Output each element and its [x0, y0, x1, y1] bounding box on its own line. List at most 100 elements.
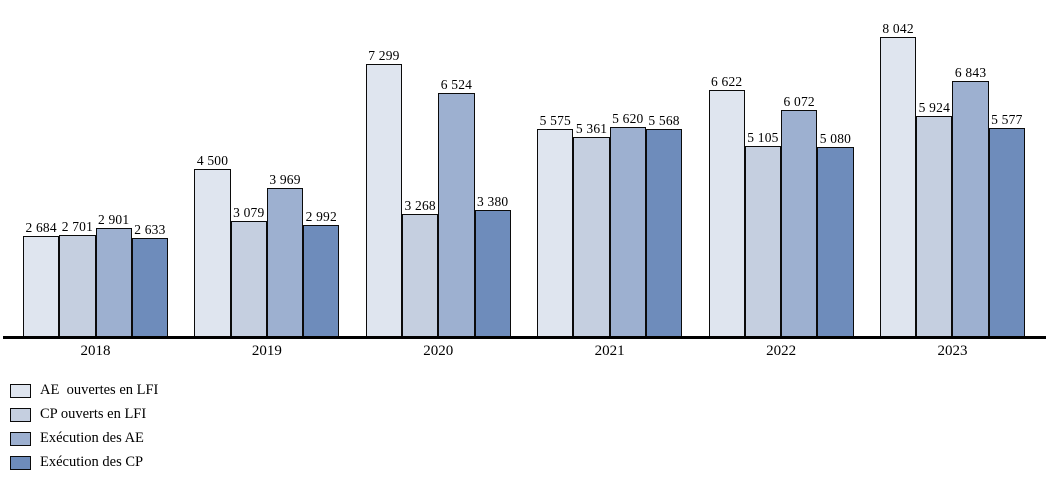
bar-wrap: 2 901 [95, 212, 132, 336]
bar-value-label: 5 575 [539, 113, 571, 128]
bar [194, 169, 231, 336]
bar-value-label: 3 268 [404, 198, 436, 213]
bar-value-label: 3 380 [476, 194, 509, 209]
bar-value-label: 2 684 [25, 220, 57, 235]
legend-swatch-icon [10, 455, 31, 470]
bar-value-label: 5 105 [747, 130, 779, 145]
bar-wrap: 5 575 [537, 113, 574, 336]
bar-group-2019: 4 500 3 079 3 969 2 992 [194, 0, 340, 336]
bar [609, 127, 646, 336]
bar-value-label: 6 524 [440, 77, 473, 92]
bar-value-label: 4 500 [196, 153, 229, 168]
legend-item: AE ouvertes en LFI [10, 382, 1049, 399]
x-axis-tick-label: 2018 [80, 343, 111, 359]
bar [266, 188, 304, 336]
bar [952, 81, 989, 336]
bar-wrap: 2 684 [23, 220, 60, 336]
legend-label: Exécution des AE [40, 430, 144, 446]
bar-wrap: 5 620 [609, 111, 646, 336]
bar [365, 64, 403, 336]
bar-value-label: 2 701 [61, 219, 94, 234]
legend-swatch-icon [10, 383, 31, 398]
legend-swatch-icon [10, 407, 31, 422]
bar [781, 110, 818, 336]
x-axis-tick-labels: 2018 2019 2020 2021 2022 2023 [0, 343, 1049, 360]
bar-value-label: 5 568 [648, 113, 680, 128]
bar-value-label: 2 633 [134, 222, 166, 237]
bar [744, 146, 782, 336]
x-axis-tick-label: 2019 [251, 343, 282, 359]
bar-value-label: 6 072 [783, 94, 815, 109]
bar-wrap: 8 042 [879, 21, 917, 336]
bar-value-label: 2 901 [97, 212, 130, 227]
bar-value-label: 3 969 [269, 172, 301, 187]
bar-group-2018: 2 684 2 701 2 901 2 633 [23, 0, 168, 336]
x-axis-tick-label: 2023 [937, 343, 968, 359]
bar-wrap: 6 843 [952, 65, 989, 336]
bar-wrap: 6 072 [781, 94, 818, 336]
bar [817, 147, 854, 336]
bar-group-2023: 8 042 5 924 6 843 5 577 [879, 0, 1025, 336]
bar [131, 238, 168, 336]
bar [59, 235, 96, 336]
bar-wrap: 5 080 [817, 131, 854, 336]
bar-wrap: 3 380 [474, 194, 511, 336]
bar [879, 37, 917, 336]
bar [95, 228, 132, 336]
legend-item: Exécution des AE [10, 430, 1049, 447]
bar-groups: 2 684 2 701 2 901 2 633 4 500 3 079 3 969 2 992… [23, 0, 1025, 336]
bar-value-label: 6 843 [954, 65, 987, 80]
bar-wrap: 5 577 [988, 112, 1025, 336]
bar [303, 225, 340, 336]
plot-area: 2 684 2 701 2 901 2 633 4 500 3 079 3 969 2 992… [0, 0, 1049, 360]
bar-wrap: 7 299 [365, 48, 403, 336]
bar-wrap: 2 992 [303, 209, 340, 336]
bar-value-label: 6 622 [711, 74, 743, 89]
legend-label: AE ouvertes en LFI [40, 382, 159, 398]
bar-wrap: 3 079 [230, 205, 267, 336]
legend-label: CP ouverts en LFI [40, 406, 147, 422]
x-axis-line [3, 336, 1046, 339]
bar-group-2020: 7 299 3 268 6 524 3 380 [365, 0, 511, 336]
bar [988, 128, 1025, 336]
bar-value-label: 5 924 [918, 100, 951, 115]
legend-item: Exécution des CP [10, 454, 1049, 471]
bar [438, 93, 475, 336]
bar-value-label: 5 361 [575, 121, 608, 136]
bar-value-label: 5 080 [819, 131, 852, 146]
bar-value-label: 3 079 [233, 205, 265, 220]
bar [23, 236, 60, 336]
bar [645, 129, 683, 336]
bar-group-2021: 5 575 5 361 5 620 5 568 [537, 0, 683, 336]
bar-wrap: 3 268 [402, 198, 439, 336]
bar-value-label: 7 299 [368, 48, 400, 63]
chart-legend: AE ouvertes en LFI CP ouverts en LFI Exécu… [10, 382, 1049, 471]
bar-group-2022: 6 622 5 105 6 072 5 080 [708, 0, 854, 336]
x-axis-tick-label: 2021 [594, 343, 625, 359]
legend-label: Exécution des CP [40, 454, 144, 470]
bar-wrap: 3 969 [266, 172, 304, 336]
bar [537, 129, 574, 336]
bar-wrap: 5 568 [645, 113, 683, 336]
bar-wrap: 5 924 [916, 100, 953, 336]
bar-wrap: 6 524 [438, 77, 475, 336]
bar-value-label: 2 992 [305, 209, 337, 224]
bar-value-label: 5 577 [991, 112, 1023, 127]
bar [230, 221, 267, 336]
bar-wrap: 2 701 [59, 219, 96, 336]
legend-swatch-icon [10, 431, 31, 446]
bar-wrap: 6 622 [708, 74, 745, 336]
bar-wrap: 5 361 [573, 121, 610, 336]
bar-wrap: 5 105 [744, 130, 782, 336]
bar [573, 137, 610, 336]
bar [402, 214, 439, 336]
bar-wrap: 4 500 [194, 153, 231, 336]
legend-item: CP ouverts en LFI [10, 406, 1049, 423]
bar [708, 90, 745, 336]
bar-value-label: 5 620 [612, 111, 644, 126]
bar [916, 116, 953, 336]
x-axis-tick-label: 2020 [423, 343, 454, 359]
bar-value-label: 8 042 [882, 21, 914, 36]
x-axis-tick-label: 2022 [766, 343, 797, 359]
